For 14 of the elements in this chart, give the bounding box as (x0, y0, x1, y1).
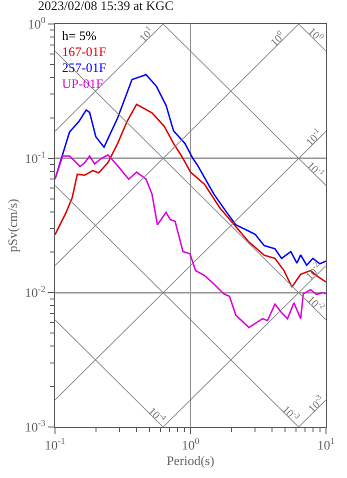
y-tick-label: 10$^{-1}$ (24, 149, 46, 166)
x-axis-title: Period(s) (166, 453, 214, 468)
text: UP-01F (62, 76, 104, 91)
text: 167-01F (62, 44, 106, 59)
annotation: h= 5% (62, 28, 97, 43)
y-axis-title: pSv(cm/s) (4, 198, 20, 252)
y-tick-label: 10$^{-2}$ (24, 284, 46, 300)
x-tick-label: 10$^{1}$ (317, 436, 335, 453)
x-tick-label: 10$^{0}$ (182, 436, 200, 453)
x-tick-label: 10$^{-1}$ (44, 436, 66, 453)
y-tick-label: 10$^{-3}$ (24, 418, 46, 435)
y-tick-label: 10$^{0}$ (28, 15, 46, 32)
series-label: 257-01F (62, 60, 106, 75)
chart-title: 2023/02/08 15:39 at KGC (38, 0, 174, 14)
